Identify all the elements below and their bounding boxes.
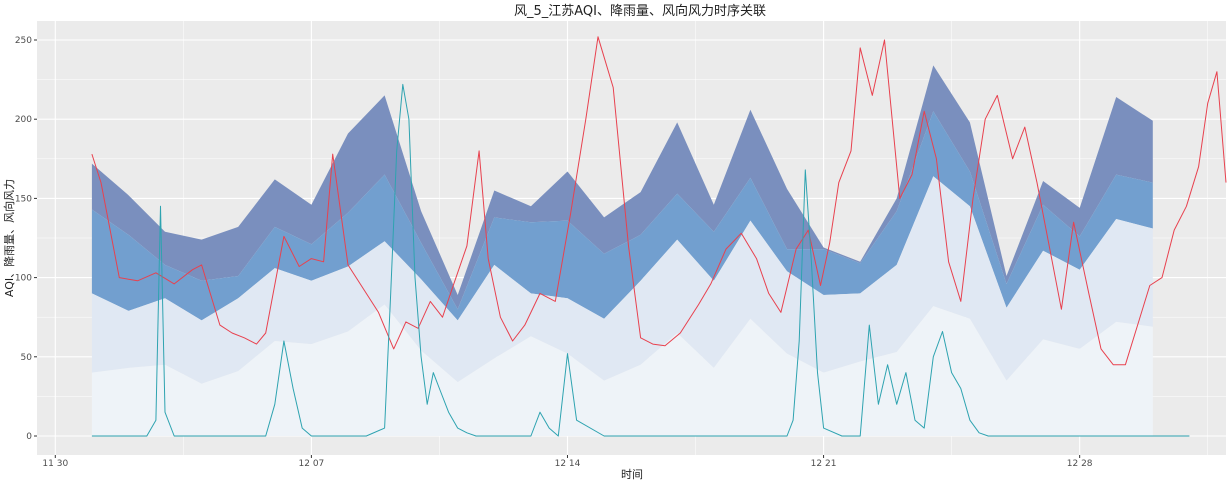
x-tick-label: 12 28 [1067,459,1093,469]
x-tick-label: 11 30 [42,459,68,469]
x-tick-label: 12 07 [299,459,325,469]
band-middle [91,176,1153,384]
rainfall-line [91,83,1190,437]
y-tick-label: 0 [26,432,32,442]
band-upper [91,111,1153,321]
y-tick-label: 150 [15,194,32,204]
x-tick-label: 12 14 [555,459,581,469]
band-low [91,304,1153,436]
x-axis-title: 时间 [621,468,643,481]
y-tick-label: 50 [21,353,33,363]
band-top [91,65,1153,310]
axes: 0 50 100 150 200 250 11 30 12 07 12 14 12 21 12 28 [15,36,1093,469]
x-tick-label: 12 21 [811,459,837,469]
y-tick-label: 100 [15,274,32,284]
aqi-line [91,36,1227,366]
y-tick-label: 250 [15,36,32,46]
data-lines [91,36,1227,437]
y-tick-label: 200 [15,115,32,125]
y-axis-title: AQI、降雨量、风向风力 [2,179,16,297]
chart-title: 风_5_江苏AQI、降雨量、风向风力时序关联 [514,3,766,19]
wind-bands [91,65,1153,436]
